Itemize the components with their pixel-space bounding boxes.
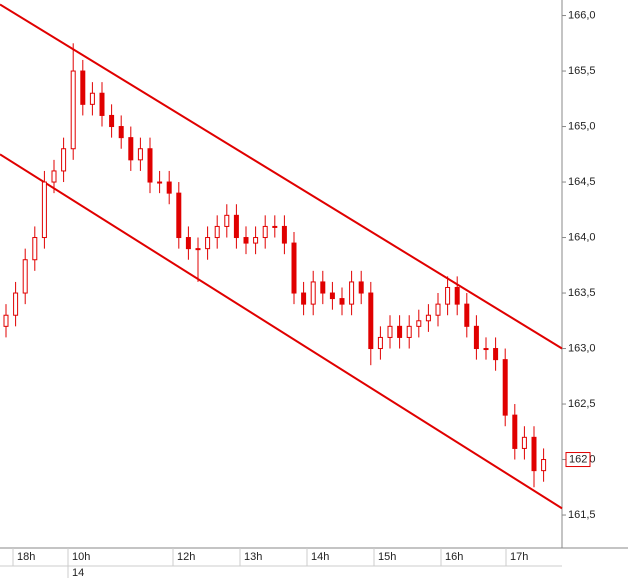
candle-body [109, 114, 115, 128]
candle-body [512, 414, 518, 449]
candle-body [397, 325, 403, 338]
candle-body [70, 70, 76, 150]
candle-body [291, 242, 297, 294]
candle-body [368, 292, 374, 350]
candle-body [118, 126, 124, 139]
x-tick-label: 15h [378, 551, 396, 563]
x-tick-label: 10h [72, 551, 90, 563]
candle-body [137, 148, 143, 161]
candle-body [61, 148, 67, 172]
last-price-label: 162 [569, 453, 587, 465]
candle-body [272, 225, 278, 228]
candle-body [464, 303, 470, 327]
candle-body [377, 336, 383, 350]
candle-body [32, 237, 38, 261]
y-tick-label: 166,0 [568, 9, 596, 21]
last-price-box [565, 452, 591, 468]
candle-body [473, 325, 479, 350]
x-tick-label: 14h [311, 551, 329, 563]
candle-body [406, 325, 412, 338]
candle-body [445, 286, 451, 305]
candle-body [80, 70, 86, 105]
candle-body [195, 248, 201, 251]
trend-line [0, 153, 563, 510]
date-label: 14 [72, 567, 84, 578]
y-tick-label: 165,5 [568, 65, 596, 77]
candle-body [329, 292, 335, 300]
x-tick-label: 18h [17, 551, 35, 563]
candle-body [387, 325, 393, 338]
x-tick-label: 13h [244, 551, 262, 563]
candle-body [233, 214, 239, 239]
candle-body [454, 286, 460, 305]
candle-body [128, 137, 134, 161]
candle-body [243, 237, 249, 244]
candle-body [541, 459, 547, 472]
candle-body [320, 281, 326, 294]
candle-body [339, 298, 345, 305]
candle-body [147, 148, 153, 183]
candle-body [262, 225, 268, 239]
y-tick-label: 163,5 [568, 287, 596, 299]
y-tick-label: 162,5 [568, 398, 596, 410]
candle-body [41, 181, 47, 239]
candle-body [224, 214, 230, 227]
candle-body [435, 303, 441, 316]
candle-body [483, 348, 489, 351]
candle-body [185, 237, 191, 250]
candle-body [301, 292, 307, 305]
candle-body [166, 181, 172, 194]
x-tick-label: 16h [445, 551, 463, 563]
candle-body [358, 281, 364, 294]
x-tick-label: 12h [177, 551, 195, 563]
candle-body [176, 192, 182, 239]
candle-body [99, 92, 105, 116]
candle-body [493, 348, 499, 361]
candle-body [51, 170, 57, 183]
candle-body [502, 359, 508, 416]
candle-body [281, 225, 287, 244]
candle-body [416, 320, 422, 327]
y-tick-label: 164,5 [568, 176, 596, 188]
candle-body [349, 281, 355, 305]
candle-body [310, 281, 316, 305]
y-tick-label: 164,0 [568, 231, 596, 243]
candle-body [521, 436, 527, 449]
trend-line [0, 3, 563, 350]
candle-body [89, 92, 95, 105]
candle-body [531, 436, 537, 472]
candle-body [3, 314, 9, 327]
candle-body [425, 314, 431, 322]
candle-body [157, 181, 163, 184]
candle-body [22, 259, 28, 294]
candle-body [13, 292, 19, 316]
candle-body [214, 225, 220, 239]
x-tick-label: 17h [510, 551, 528, 563]
candle-body [253, 237, 259, 244]
y-tick-label: 165,0 [568, 120, 596, 132]
y-tick-label: 163,0 [568, 342, 596, 354]
candle-body [205, 237, 211, 250]
y-tick-label: 161,5 [568, 509, 596, 521]
